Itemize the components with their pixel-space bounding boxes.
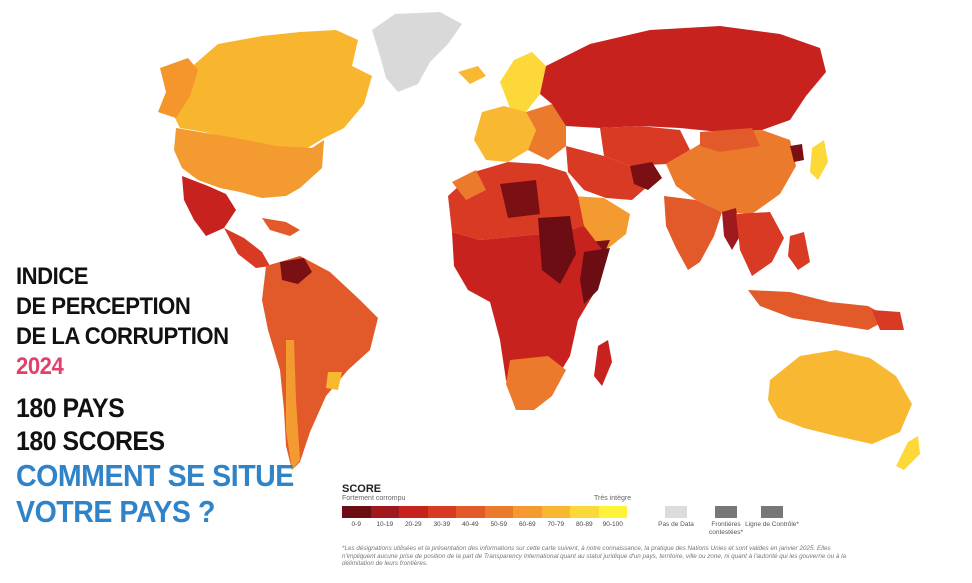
region-central-asia [600, 126, 690, 166]
legend-range-labels: 0-9 10-19 20-29 30-39 40-49 50-59 60-69 70-79 80… [342, 521, 627, 528]
region-scandinavia [500, 52, 546, 112]
legend-low-label: Fortement corrompu [342, 495, 406, 502]
legend-range-label: 10-19 [376, 521, 394, 528]
legend-range-label: 70-79 [547, 521, 565, 528]
legend-swatch [399, 506, 428, 518]
region-greenland [372, 12, 462, 92]
legend-no-data: Pas de Data [646, 506, 706, 529]
region-sudan [538, 216, 576, 284]
legend-high-label: Très intègre [594, 495, 632, 502]
title-line-2: DE PERCEPTION [16, 293, 191, 320]
title-block: INDICE DE PERCEPTION DE LA CORRUPTION 20… [16, 262, 316, 530]
region-southern-africa [506, 356, 566, 410]
legend-swatch [370, 506, 399, 518]
legend-color-scale [342, 506, 627, 518]
region-india [664, 196, 722, 270]
legend-swatch [342, 506, 371, 518]
region-png [872, 310, 904, 330]
title-line-1: INDICE [16, 263, 89, 290]
region-mongolia [700, 128, 760, 152]
legend-swatch [484, 506, 513, 518]
region-russia [540, 26, 826, 132]
legend-range-label: 30-39 [433, 521, 451, 528]
region-chile [286, 340, 300, 470]
region-mexico [182, 176, 236, 236]
region-southeast-asia [736, 212, 784, 276]
region-libya [500, 180, 540, 218]
region-iceland [458, 66, 486, 84]
region-usa [174, 128, 324, 198]
region-new-zealand [896, 436, 920, 470]
region-somalia [580, 248, 610, 304]
control-line-label: Ligne de Contrôle* [745, 521, 799, 528]
no-data-label: Pas de Data [658, 521, 694, 528]
disputed-label: Frontières contestées* [709, 521, 743, 536]
legend-disclaimer: *Les désignations utilisées et la présen… [342, 545, 847, 568]
region-afghanistan [630, 162, 662, 190]
region-canada [170, 30, 372, 150]
region-venezuela [280, 258, 312, 284]
region-australia [768, 350, 912, 444]
count-countries: 180 PAYS [16, 393, 125, 423]
region-central-america [224, 228, 270, 268]
region-middle-east [566, 146, 648, 200]
legend-swatch [570, 506, 599, 518]
cta-line-1[interactable]: COMMENT SE SITUE [16, 458, 294, 493]
legend-swatch [456, 506, 485, 518]
no-data-swatch [665, 506, 687, 518]
control-line-swatch [761, 506, 783, 518]
count-scores: 180 SCORES [16, 426, 165, 456]
region-china [666, 130, 796, 214]
legend-swatch [541, 506, 570, 518]
legend-swatch [513, 506, 542, 518]
disputed-swatch [715, 506, 737, 518]
region-philippines [788, 232, 810, 270]
legend-range-label: 0-9 [351, 521, 361, 528]
legend-range-label: 80-89 [575, 521, 593, 528]
region-eastern-europe [526, 104, 566, 160]
legend-disputed: Frontières contestées* [696, 506, 756, 536]
region-indonesia [748, 290, 890, 330]
title-line-3: DE LA CORRUPTION [16, 323, 229, 350]
legend-control-line: Ligne de Contrôle* [742, 506, 802, 529]
region-western-europe [474, 106, 536, 162]
legend-range-label: 60-69 [518, 521, 536, 528]
region-madagascar [594, 340, 612, 386]
title-year: 2024 [16, 353, 64, 380]
region-uruguay [326, 372, 342, 390]
cta-line-2[interactable]: VOTRE PAYS ? [16, 494, 215, 529]
legend-range-label: 90-100 [602, 521, 623, 528]
region-myanmar [722, 208, 740, 250]
region-japan [810, 140, 828, 180]
legend-swatch [427, 506, 456, 518]
legend-range-label: 40-49 [461, 521, 479, 528]
region-caribbean [262, 218, 300, 236]
legend-range-label: 50-59 [490, 521, 508, 528]
region-morocco [452, 170, 486, 200]
region-alaska [158, 58, 198, 118]
region-north-korea [790, 144, 804, 162]
legend-title: SCORE [342, 483, 382, 495]
legend-swatch [598, 506, 627, 518]
map-legend: SCORE Fortement corrompu Très intègre 0-… [336, 479, 966, 579]
legend-range-label: 20-29 [404, 521, 422, 528]
